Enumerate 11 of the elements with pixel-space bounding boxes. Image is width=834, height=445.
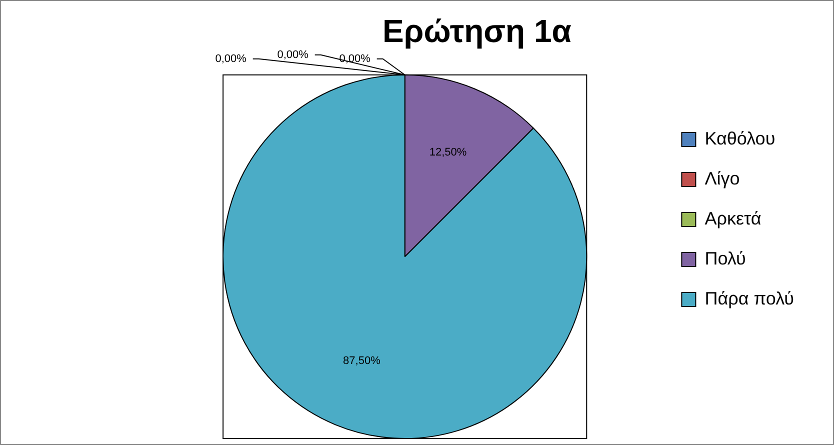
text: 0,00% [339, 52, 370, 65]
text: 0,00% [277, 48, 308, 61]
data-label: 12,50% [429, 146, 467, 159]
legend-label: Λίγο [704, 168, 740, 188]
legend-label: Πάρα πολύ [704, 288, 794, 308]
legend-label: Πολύ [704, 248, 746, 268]
legend-label: Καθόλου [704, 128, 776, 148]
legend-label: Αρκετά [704, 208, 762, 228]
text: 0,00% [215, 52, 246, 65]
chart-title: Ερώτηση 1α [382, 13, 572, 50]
data-label: 87,50% [343, 354, 381, 367]
